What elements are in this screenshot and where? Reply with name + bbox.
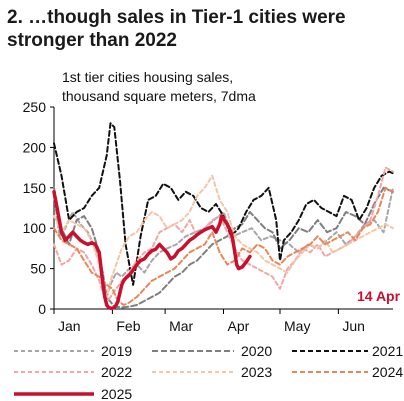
x-tick-label: Mar (169, 318, 193, 334)
chart-subtitle-line-2: thousand square meters, 7dma (62, 88, 256, 104)
legend-label-2025: 2025 (101, 386, 132, 401)
chart-title-line-1: 2. …though sales in Tier-1 cities were (7, 7, 346, 28)
x-tick-label: Jun (342, 318, 365, 334)
series-line-2024 (53, 186, 394, 306)
y-tick-label: 50 (30, 261, 46, 277)
legend-label-2022: 2022 (101, 364, 132, 380)
y-tick-label: 250 (23, 99, 47, 115)
legend-label-2019: 2019 (101, 343, 132, 359)
legend-label-2024: 2024 (372, 364, 403, 380)
x-tick-label: Apr (228, 318, 250, 334)
series-line-2021 (53, 122, 394, 286)
y-tick-label: 150 (23, 180, 47, 196)
y-tick-label: 0 (38, 301, 46, 317)
x-tick-label: May (284, 318, 310, 334)
x-axis: Jan Feb Mar Apr May Jun (53, 308, 393, 334)
series-line-2020 (53, 186, 394, 309)
chart-subtitle: 1st tier cities housing sales, thousand … (62, 68, 256, 106)
chart-legend: 2019 2020 2021 2022 2023 2024 2025 (14, 343, 403, 401)
y-tick-label: 100 (23, 220, 47, 236)
x-tick-label: Feb (116, 318, 140, 334)
chart-title-line-2: stronger than 2022 (7, 30, 177, 51)
y-axis: 0 50 100 150 200 250 (23, 99, 55, 317)
legend-label-2021: 2021 (372, 343, 403, 359)
legend-label-2020: 2020 (241, 343, 272, 359)
plot-area (52, 122, 394, 310)
chart-subtitle-line-1: 1st tier cities housing sales, (62, 69, 234, 85)
legend-label-2023: 2023 (241, 364, 272, 380)
y-tick-label: 200 (23, 139, 47, 155)
chart-title: 2. …though sales in Tier-1 cities were s… (7, 6, 399, 52)
date-annotation: 14 Apr (357, 288, 401, 304)
x-tick-label: Jan (58, 318, 81, 334)
series-line-2025 (52, 190, 252, 310)
